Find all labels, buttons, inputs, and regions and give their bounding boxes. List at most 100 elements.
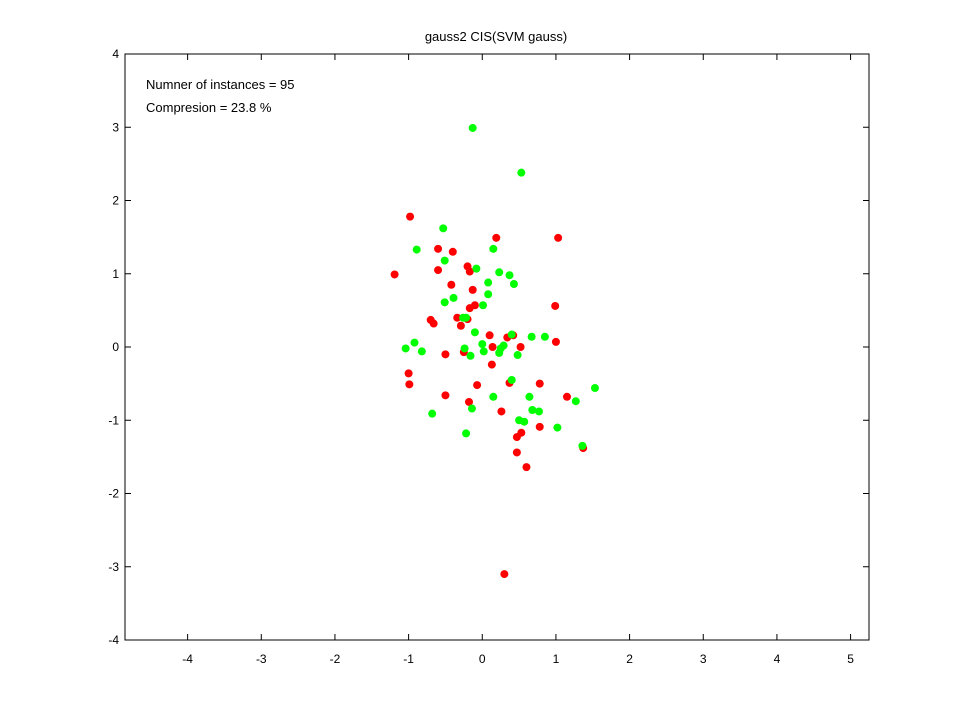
data-point xyxy=(489,244,498,253)
data-point xyxy=(505,271,514,280)
data-point xyxy=(534,407,543,416)
data-point xyxy=(453,313,462,322)
data-point xyxy=(479,347,488,356)
y-tick-label: 2 xyxy=(112,194,119,208)
y-tick-label: 3 xyxy=(112,120,119,134)
data-point xyxy=(440,256,449,265)
data-point xyxy=(590,384,599,393)
data-point xyxy=(434,266,443,275)
data-point xyxy=(401,344,410,353)
x-tick-label: -3 xyxy=(256,652,267,666)
data-point xyxy=(410,338,419,347)
data-point xyxy=(472,264,481,273)
data-point xyxy=(456,321,465,330)
data-point xyxy=(562,392,571,401)
x-tick-label: 1 xyxy=(553,652,560,666)
data-point xyxy=(404,369,413,378)
data-point xyxy=(507,375,516,384)
data-point xyxy=(512,448,521,457)
data-point xyxy=(578,441,587,450)
data-point xyxy=(540,332,549,341)
y-tick-label: -2 xyxy=(108,487,119,501)
data-point xyxy=(390,270,399,279)
data-point xyxy=(484,278,493,287)
data-point xyxy=(520,417,529,426)
data-point xyxy=(467,404,476,413)
x-tick-label: 0 xyxy=(479,652,486,666)
data-point xyxy=(499,341,508,350)
y-tick-label: -3 xyxy=(108,560,119,574)
data-point xyxy=(459,313,468,322)
y-tick-label: 0 xyxy=(112,340,119,354)
data-point xyxy=(513,351,522,360)
data-point xyxy=(497,407,506,416)
data-point xyxy=(517,168,526,177)
data-point xyxy=(479,301,488,310)
data-point xyxy=(487,360,496,369)
y-tick-label: -1 xyxy=(108,413,119,427)
data-point xyxy=(417,347,426,356)
y-tick-label: 4 xyxy=(112,47,119,61)
data-point xyxy=(495,348,504,357)
data-point xyxy=(525,392,534,401)
data-point xyxy=(495,268,504,277)
data-point xyxy=(488,343,497,351)
x-tick-label: 4 xyxy=(774,652,781,666)
data-point xyxy=(441,391,450,400)
data-point xyxy=(468,285,477,294)
data-point xyxy=(465,397,474,406)
data-point xyxy=(428,409,437,418)
data-point xyxy=(429,319,438,328)
data-point xyxy=(441,350,450,359)
axis-ticks: -4 -3 -2 -1 0 1 2 3 4 5 -4 -3 -2 -1 0 1 2 3 4 xyxy=(108,47,869,666)
x-tick-label: -1 xyxy=(403,652,414,666)
x-tick-label: -4 xyxy=(182,652,193,666)
data-point xyxy=(448,247,457,256)
instance-count-annotation: Numner of instances = 95 xyxy=(146,77,295,92)
data-point xyxy=(551,337,560,346)
data-point xyxy=(485,331,494,340)
x-tick-label: 2 xyxy=(626,652,633,666)
data-point xyxy=(465,267,474,276)
y-tick-label: 1 xyxy=(112,267,119,281)
compression-annotation: Compresion = 23.8 % xyxy=(146,100,272,115)
data-point xyxy=(484,290,493,299)
data-point xyxy=(449,293,458,302)
data-point xyxy=(466,351,475,360)
data-point xyxy=(509,280,518,289)
data-point xyxy=(462,429,471,438)
data-point xyxy=(440,298,449,307)
data-point xyxy=(551,301,560,310)
data-point xyxy=(516,343,525,351)
data-point xyxy=(489,392,498,401)
data-point xyxy=(571,397,580,406)
data-point xyxy=(405,380,414,389)
x-tick-label: 5 xyxy=(847,652,854,666)
data-point xyxy=(507,330,516,339)
data-point xyxy=(535,379,544,388)
data-point xyxy=(478,340,487,349)
data-point xyxy=(460,344,469,353)
data-point xyxy=(492,233,501,242)
chart-title: gauss2 CIS(SVM gauss) xyxy=(425,29,567,44)
data-point xyxy=(473,381,482,390)
data-point xyxy=(535,422,544,431)
data-point xyxy=(406,212,415,221)
data-point xyxy=(439,224,448,233)
data-point xyxy=(412,245,421,254)
data-point xyxy=(512,433,521,442)
x-tick-label: -2 xyxy=(330,652,341,666)
data-point xyxy=(553,423,562,432)
data-point xyxy=(554,233,563,242)
data-point xyxy=(500,570,509,579)
data-point xyxy=(470,328,479,337)
y-tick-label: -4 xyxy=(108,633,119,647)
data-point xyxy=(468,123,477,132)
data-point xyxy=(522,463,531,472)
data-point xyxy=(447,280,456,289)
data-points xyxy=(390,123,599,579)
data-point xyxy=(434,244,443,253)
data-point xyxy=(465,304,474,313)
x-tick-label: 3 xyxy=(700,652,707,666)
